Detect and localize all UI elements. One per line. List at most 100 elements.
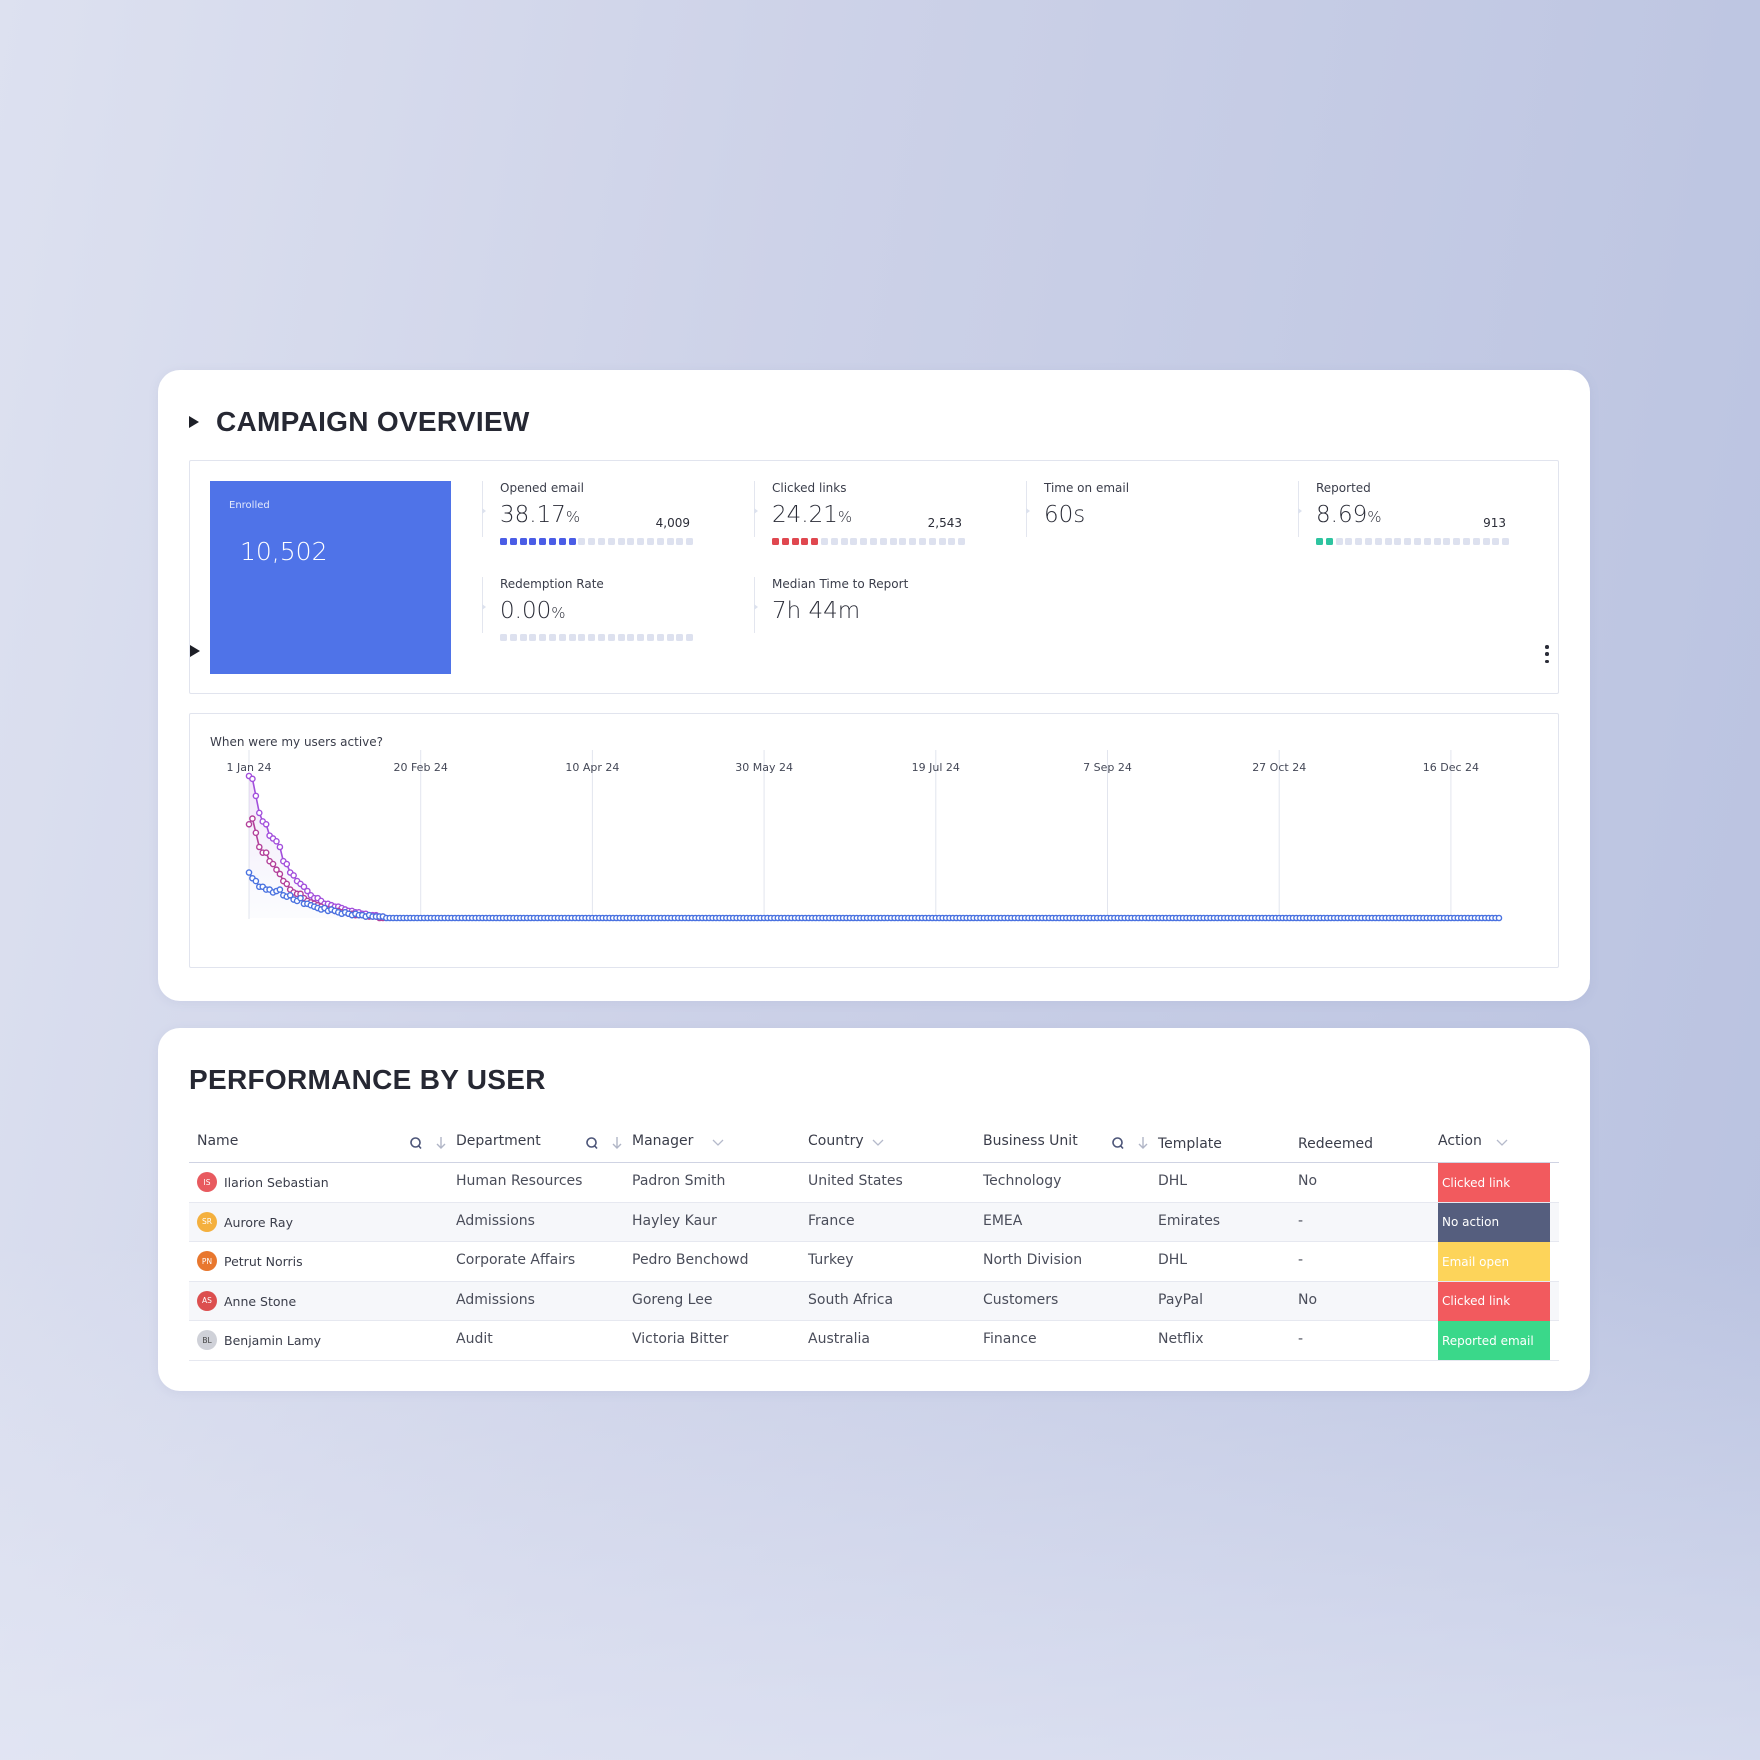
- avatar: BL: [197, 1330, 217, 1350]
- progress-segment: [588, 634, 596, 641]
- kpi-count: 4,009: [655, 516, 690, 530]
- table-row[interactable]: PN Petrut Norris Corporate Affairs Pedro Be…: [189, 1242, 1559, 1282]
- x-tick-label: 16 Dec 24: [1423, 761, 1479, 774]
- kpi-label: Reported: [1316, 481, 1371, 495]
- progress-segment: [588, 538, 596, 545]
- progress-segment: [519, 538, 527, 545]
- progress-segment: [840, 538, 848, 545]
- action-status-badge: Clicked link: [1438, 1281, 1550, 1321]
- kpi-redemption-rate[interactable]: Redemption Rate 0.00%: [482, 577, 712, 657]
- kpi-label: Time on email: [1044, 481, 1130, 495]
- progress-segment: [548, 634, 556, 641]
- enrolled-tile[interactable]: Enrolled 10,502: [210, 481, 451, 674]
- cell-department: Admissions: [456, 1291, 535, 1308]
- kpi-clicked-links[interactable]: Clicked links 24.21% 2,543: [754, 481, 984, 561]
- kpi-panel: Enrolled 10,502 Opened email 38.17% 4,00…: [189, 460, 1559, 694]
- campaign-overview-title: CAMPAIGN OVERVIEW: [216, 406, 530, 437]
- cell-country: France: [808, 1212, 855, 1229]
- expand-row-icon[interactable]: [190, 645, 200, 657]
- progress-segment: [686, 538, 694, 545]
- progress-segment: [1423, 538, 1431, 545]
- column-header-manager[interactable]: Manager: [632, 1133, 694, 1149]
- kpi-time-on-email[interactable]: Time on email 60s: [1026, 481, 1256, 561]
- progress-segment: [1433, 538, 1441, 545]
- user-name[interactable]: Benjamin Lamy: [224, 1333, 322, 1348]
- table-row[interactable]: AS Anne Stone Admissions Goreng Lee South Af…: [189, 1281, 1559, 1321]
- chevron-down-icon[interactable]: [872, 1139, 884, 1147]
- progress-segment: [1384, 538, 1392, 545]
- progress-segment: [869, 538, 877, 545]
- kpi-median-time-to-report[interactable]: Median Time to Report 7h 44m: [754, 577, 984, 657]
- kpi-opened-email[interactable]: Opened email 38.17% 4,009: [482, 481, 712, 561]
- user-name[interactable]: Ilarion Sebastian: [224, 1175, 329, 1190]
- progress-segment: [1345, 538, 1353, 545]
- sort-down-icon[interactable]: [435, 1136, 447, 1150]
- progress-segment: [529, 538, 537, 545]
- search-icon[interactable]: [1111, 1136, 1125, 1150]
- collapse-toggle-icon[interactable]: [189, 416, 199, 428]
- progress-segment: [1502, 538, 1510, 545]
- progress-segment: [918, 538, 926, 545]
- kpi-tick-icon: [1298, 508, 1302, 514]
- kpi-progress-bar: [772, 538, 966, 545]
- progress-segment: [578, 538, 586, 545]
- user-name[interactable]: Aurore Ray: [224, 1214, 293, 1230]
- activity-line-chart: 1 Jan 24 20 Feb 24 10 Apr 24 30 May 24 19 Ju…: [227, 750, 1503, 922]
- progress-segment: [958, 538, 966, 545]
- enrolled-value: 10,502: [240, 537, 328, 566]
- chevron-down-icon[interactable]: [712, 1139, 724, 1147]
- progress-segment: [928, 538, 936, 545]
- kpi-value: 24.21%: [772, 502, 853, 528]
- kpi-value: 60s: [1044, 502, 1086, 528]
- performance-table: Name Department Manager Country Business…: [189, 1123, 1559, 1361]
- table-row[interactable]: SR Aurore Ray Admissions Hayley Kaur France E…: [189, 1202, 1559, 1242]
- search-icon[interactable]: [409, 1136, 423, 1150]
- column-header-business-unit[interactable]: Business Unit: [983, 1133, 1078, 1149]
- table-row[interactable]: BL Benjamin Lamy Audit Victoria Bitter Austr…: [189, 1321, 1559, 1361]
- progress-segment: [548, 538, 556, 545]
- progress-segment: [879, 538, 887, 545]
- column-header-template[interactable]: Template: [1158, 1136, 1222, 1152]
- cell-redeemed: -: [1298, 1212, 1304, 1229]
- column-header-name[interactable]: Name: [197, 1133, 239, 1149]
- table-body: IS Ilarion Sebastian Human Resources Padron…: [189, 1163, 1559, 1361]
- kebab-vertical-icon[interactable]: [1544, 645, 1550, 663]
- progress-segment: [617, 634, 625, 641]
- kpi-tick-icon: [482, 604, 486, 610]
- cell-manager: Victoria Bitter: [632, 1331, 729, 1347]
- progress-segment: [1443, 538, 1451, 545]
- sort-down-icon[interactable]: [611, 1136, 623, 1150]
- progress-segment: [772, 538, 779, 545]
- progress-segment: [1453, 538, 1461, 545]
- cell-department: Corporate Affairs: [456, 1252, 576, 1268]
- cell-template: DHL: [1158, 1252, 1188, 1268]
- chevron-down-icon[interactable]: [1496, 1139, 1508, 1147]
- chart-title: When were my users active?: [210, 735, 384, 749]
- progress-segment: [666, 538, 674, 545]
- cell-template: DHL: [1158, 1173, 1188, 1189]
- avatar: PN: [197, 1251, 217, 1271]
- action-status-badge: No action: [1438, 1202, 1550, 1242]
- chart-line-series-violet: [248, 775, 1499, 919]
- search-icon[interactable]: [585, 1136, 599, 1150]
- avatar: SR: [197, 1211, 217, 1232]
- sort-down-icon[interactable]: [1137, 1136, 1149, 1150]
- progress-segment: [1364, 538, 1372, 545]
- cell-country: United States: [808, 1173, 903, 1189]
- user-name[interactable]: Anne Stone: [224, 1293, 297, 1309]
- progress-segment: [617, 538, 625, 545]
- progress-segment: [656, 538, 664, 545]
- user-name[interactable]: Petrut Norris: [224, 1254, 303, 1269]
- table-row[interactable]: IS Ilarion Sebastian Human Resources Padron…: [189, 1163, 1559, 1203]
- progress-segment: [791, 538, 799, 545]
- column-header-department[interactable]: Department: [456, 1133, 541, 1149]
- progress-segment: [637, 634, 645, 641]
- column-header-country[interactable]: Country: [808, 1133, 864, 1149]
- column-header-action[interactable]: Action: [1438, 1133, 1482, 1149]
- progress-segment: [820, 538, 828, 545]
- x-tick-label: 27 Oct 24: [1252, 761, 1306, 774]
- progress-segment: [860, 538, 868, 545]
- progress-segment: [899, 538, 907, 545]
- kpi-reported[interactable]: Reported 8.69% 913: [1298, 481, 1528, 561]
- column-header-redeemed[interactable]: Redeemed: [1298, 1136, 1373, 1152]
